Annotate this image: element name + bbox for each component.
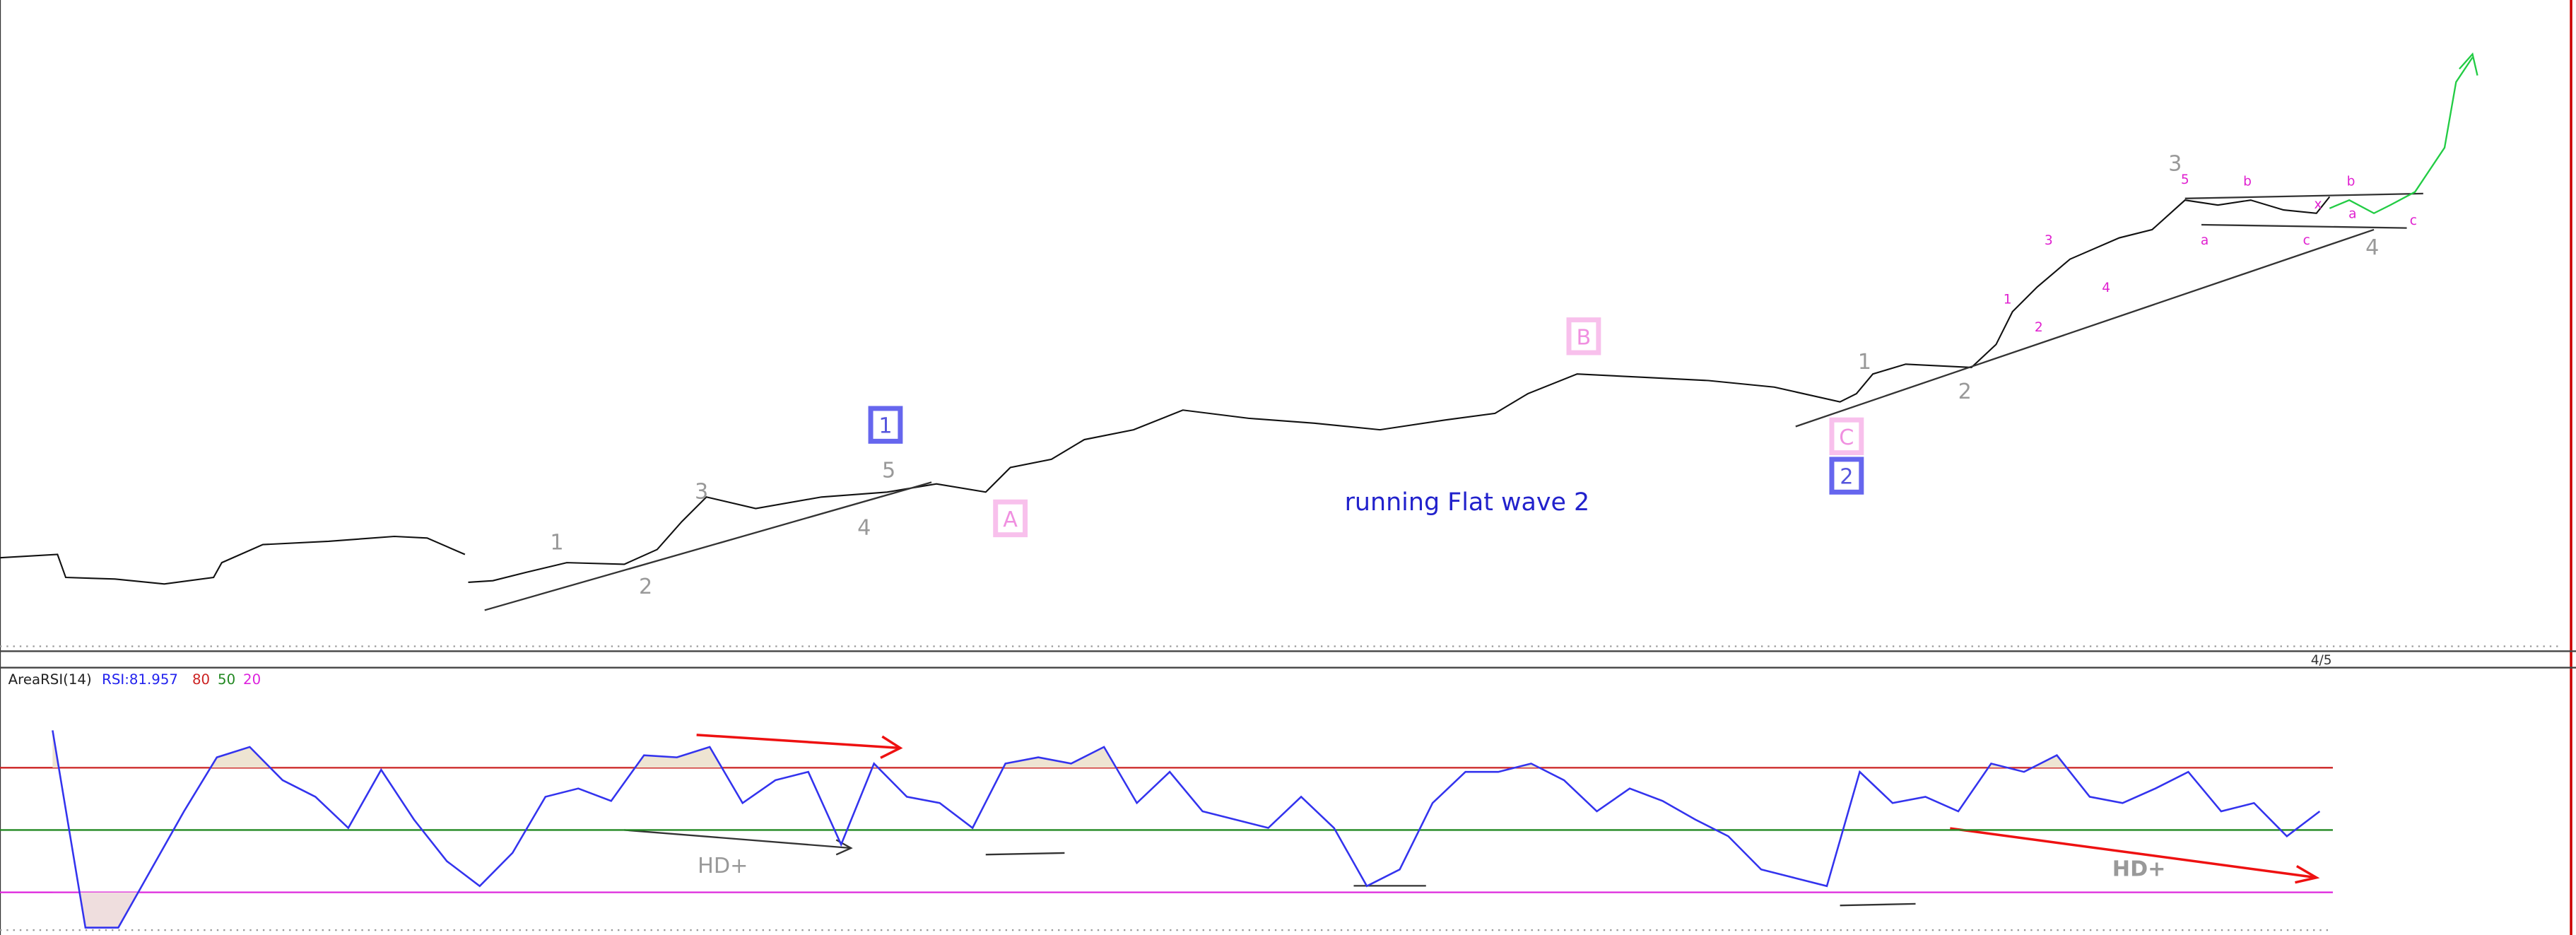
arrow-head [880, 735, 903, 759]
level-label: 50 [218, 671, 235, 688]
subwave-label: a [2201, 233, 2209, 248]
level-label: 20 [243, 671, 261, 688]
wave-label: A [1003, 507, 1018, 532]
subwave-label: c [2303, 233, 2310, 248]
trend-line [1795, 228, 2375, 428]
wave-label: 5 [882, 458, 895, 483]
subwave-label: b [2243, 174, 2252, 189]
wave-label: 4 [2365, 235, 2379, 260]
wave-label: 4 [857, 516, 871, 541]
wave-label: 2 [1958, 380, 1972, 404]
price-line [0, 535, 466, 585]
subwave-label: a [2348, 207, 2356, 222]
price-line [468, 196, 2331, 584]
wave-label: 2 [639, 575, 652, 599]
support-line [1840, 902, 1916, 907]
divergence-arrow [696, 734, 901, 750]
wave-label: 3 [2168, 151, 2182, 176]
trend-line [484, 481, 932, 611]
wave-label: C [1839, 425, 1854, 450]
subwave-label: 5 [2181, 172, 2189, 187]
annotation: HD+ [698, 854, 748, 878]
subwave-label: c [2410, 213, 2417, 228]
trend-line [2184, 192, 2423, 200]
indicator-title: AreaRSI(14) [8, 671, 92, 688]
scale-label: 4/5 [2311, 653, 2332, 668]
wave-label: B [1577, 325, 1592, 350]
annotation: HD+ [2112, 857, 2166, 881]
subwave-label: 4 [2102, 281, 2110, 295]
trend-line [2201, 223, 2407, 229]
wave-label: 3 [695, 480, 708, 505]
level-label: 80 [192, 671, 210, 688]
arrow-head [2459, 52, 2478, 76]
projection-arrow [2329, 57, 2474, 215]
rsi-line [52, 730, 2321, 929]
label-box [868, 406, 903, 444]
label-box [993, 499, 1028, 538]
support-line [985, 852, 1065, 856]
wave-label: 1 [1858, 350, 1871, 375]
wave-label: 1 [550, 531, 563, 555]
subwave-label: b [2347, 174, 2356, 189]
divergence-arrow [624, 829, 852, 849]
subwave-label: 2 [2035, 320, 2043, 335]
label-box [1566, 317, 1601, 355]
subwave-label: 3 [2045, 233, 2053, 248]
wave-label: 1 [878, 414, 892, 439]
divergence-arrow [1950, 827, 2317, 879]
indicator-value: RSI:81.957 [102, 671, 178, 688]
wave-note: running Flat wave 2 [1345, 488, 1590, 517]
subwave-label: 1 [2004, 292, 2012, 307]
label-box [1829, 457, 1864, 495]
arrow-head [2295, 865, 2320, 884]
label-box [1829, 417, 1864, 456]
wave-label: 2 [1840, 465, 1853, 490]
subwave-label: x [2315, 197, 2322, 212]
